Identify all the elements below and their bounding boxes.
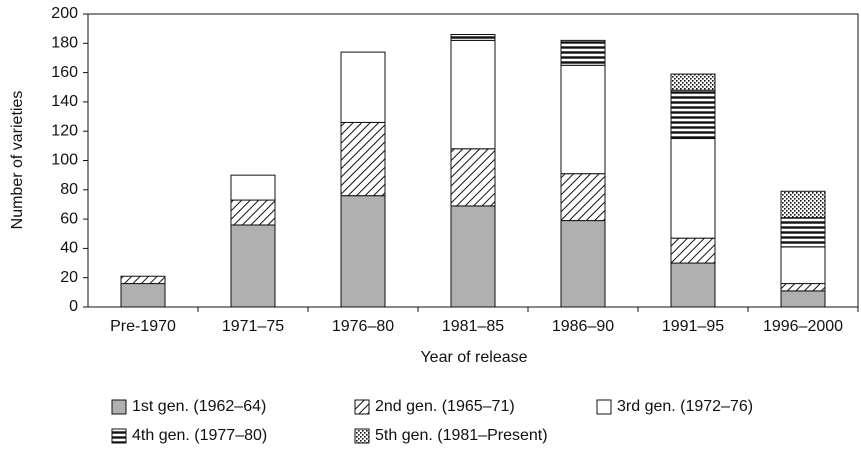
bar-segment [670, 138, 716, 239]
y-axis-label: Number of varieties [9, 91, 26, 230]
bar-segment [230, 199, 276, 226]
x-tick-label: 1986–90 [552, 318, 614, 335]
y-tick-label: 80 [60, 181, 78, 198]
plot-frame [87, 13, 859, 308]
legend-label: 2nd gen. (1965–71) [375, 398, 515, 415]
y-tick-label: 180 [51, 35, 78, 52]
x-tick-label: 1996–2000 [763, 318, 843, 335]
legend-swatch [111, 399, 127, 415]
bar-segment [780, 190, 826, 219]
x-tick-label: 1991–95 [662, 318, 724, 335]
bar-segment [340, 121, 386, 197]
bar-segment [670, 237, 716, 264]
x-tick-label: 1971–75 [222, 318, 284, 335]
bar-segment [560, 220, 606, 308]
bar-segment [120, 275, 166, 285]
bar-segment [670, 73, 716, 91]
legend-label: 1st gen. (1962–64) [132, 398, 266, 415]
bar-segment [340, 51, 386, 123]
legend-swatch [596, 399, 612, 415]
legend-swatch [354, 399, 370, 415]
legend-swatch [111, 428, 127, 444]
bar-segment [780, 290, 826, 308]
legend-swatch [354, 428, 370, 444]
bar-segment [560, 173, 606, 222]
bar-segment [670, 89, 716, 140]
y-tick-label: 20 [60, 269, 78, 286]
bar-segment [450, 34, 496, 41]
bar-segment [450, 148, 496, 207]
bar-segment [450, 39, 496, 150]
bar-segment [340, 195, 386, 308]
bar-segment [670, 262, 716, 308]
y-tick-label: 140 [51, 93, 78, 110]
bar-segment [450, 205, 496, 308]
legend-label: 3rd gen. (1972–76) [617, 398, 753, 415]
bar-segment [780, 283, 826, 292]
x-tick-label: 1981–85 [442, 318, 504, 335]
x-tick-label: Pre-1970 [110, 318, 176, 335]
bar-segment [230, 224, 276, 308]
y-tick-label: 120 [51, 122, 78, 139]
bar-segment [560, 39, 606, 66]
bar-segment [120, 283, 166, 308]
legend-label: 5th gen. (1981–Present) [375, 427, 548, 444]
x-tick-label: 1976–80 [332, 318, 394, 335]
y-tick-label: 60 [60, 210, 78, 227]
bar-segment [780, 217, 826, 248]
y-tick-label: 200 [51, 5, 78, 22]
bar-segment [230, 174, 276, 201]
y-tick-label: 100 [51, 152, 78, 169]
bar-segment [780, 246, 826, 285]
y-tick-label: 160 [51, 64, 78, 81]
bar-segment [560, 64, 606, 175]
y-tick-label: 40 [60, 240, 78, 257]
x-axis-label: Year of release [420, 349, 527, 366]
legend-label: 4th gen. (1977–80) [132, 427, 267, 444]
y-tick-label: 0 [69, 298, 78, 315]
